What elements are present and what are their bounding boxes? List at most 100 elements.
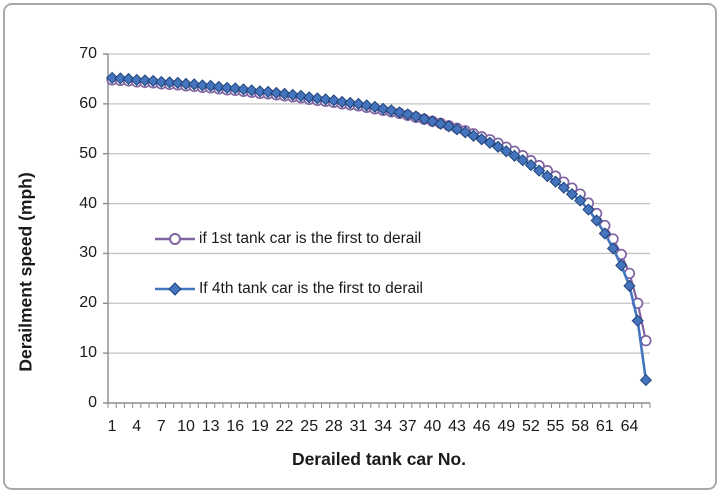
y-tick-label: 70 — [79, 45, 97, 62]
data-point-diamond — [155, 75, 168, 89]
legend-label-series-2: If 4th tank car is the first to derail — [199, 280, 423, 297]
data-point-diamond — [335, 95, 349, 108]
data-point-diamond — [245, 84, 258, 97]
data-point-diamond — [114, 72, 127, 85]
data-point-diamond — [631, 314, 644, 327]
data-point-diamond — [376, 102, 390, 115]
data-point-diamond — [270, 86, 283, 99]
data-point-diamond — [138, 74, 152, 87]
data-point-diamond — [385, 104, 398, 117]
data-point-diamond — [475, 133, 488, 146]
data-point-diamond — [229, 82, 242, 95]
data-point-diamond — [598, 227, 611, 240]
legend-label-series-1: if 1st tank car is the first to derail — [199, 230, 422, 247]
legend-item-series-2: If 4th tank car is the first to derail — [154, 277, 423, 301]
data-point-diamond — [483, 136, 496, 149]
y-tick-label: 10 — [79, 344, 97, 362]
x-tick-label: 43 — [448, 418, 466, 435]
data-point-diamond — [623, 279, 636, 292]
data-point-diamond — [426, 115, 439, 128]
x-tick-label: 34 — [374, 418, 392, 435]
data-point-diamond — [212, 80, 225, 94]
y-tick-label: 20 — [79, 294, 97, 312]
data-point-diamond — [262, 85, 275, 98]
data-point-diamond — [500, 145, 513, 158]
data-point-diamond — [401, 108, 414, 121]
data-point-diamond — [105, 71, 119, 85]
x-tick-label: 58 — [571, 418, 590, 435]
data-point-diamond — [294, 89, 308, 102]
data-point-diamond — [179, 77, 193, 91]
data-point-diamond — [524, 159, 538, 172]
data-point-diamond — [237, 83, 250, 96]
data-point-diamond — [533, 164, 546, 177]
data-point-diamond — [574, 194, 587, 207]
data-point-diamond — [459, 126, 472, 139]
x-tick-label: 46 — [472, 418, 491, 435]
data-point-diamond — [278, 87, 291, 100]
data-point-diamond — [582, 203, 595, 216]
data-point-diamond — [220, 81, 234, 95]
x-tick-label: 52 — [522, 418, 540, 435]
x-tick-label: 40 — [423, 418, 442, 435]
x-tick-label: 13 — [201, 418, 220, 435]
y-tick-label: 50 — [79, 144, 97, 162]
data-point-diamond — [434, 117, 447, 130]
x-tick-label: 37 — [398, 418, 417, 435]
data-point-diamond — [311, 92, 324, 105]
data-point-diamond — [319, 93, 332, 106]
x-tick-label: 1 — [107, 418, 117, 435]
data-point-diamond — [508, 149, 521, 162]
data-point-diamond — [204, 79, 217, 93]
data-point-diamond — [122, 72, 135, 86]
data-point-diamond — [467, 129, 480, 142]
y-axis-title: Derailment speed (mph) — [15, 172, 36, 372]
y-tick-label: 60 — [79, 94, 97, 112]
x-tick-label: 49 — [497, 418, 516, 435]
data-point-diamond — [352, 97, 365, 110]
x-tick-label: 10 — [177, 418, 195, 435]
data-point-diamond — [409, 110, 423, 123]
data-point-diamond — [286, 88, 299, 101]
data-point-circle — [640, 335, 652, 347]
data-point-diamond — [368, 100, 382, 113]
x-tick-label: 28 — [324, 418, 343, 435]
x-tick-label: 64 — [620, 418, 639, 435]
x-tick-label: 55 — [546, 418, 565, 435]
x-tick-label: 31 — [349, 418, 368, 435]
x-axis-title: Derailed tank car No. — [291, 449, 467, 469]
data-point-diamond — [590, 214, 603, 227]
data-point-diamond — [516, 154, 529, 167]
data-point-diamond — [188, 78, 201, 91]
y-tick-label: 30 — [79, 244, 97, 262]
data-point-diamond — [418, 112, 431, 125]
data-point-diamond — [196, 79, 209, 92]
data-point-diamond — [163, 76, 176, 89]
x-tick-label: 16 — [226, 418, 245, 435]
y-tick-label: 0 — [88, 394, 97, 411]
data-point-diamond — [303, 91, 316, 104]
x-tick-label: 25 — [300, 418, 319, 435]
data-point-diamond — [147, 74, 160, 88]
data-point-diamond — [393, 106, 406, 119]
data-point-diamond — [639, 373, 653, 387]
open-circle-marker-icon — [155, 233, 195, 245]
data-point-diamond — [615, 259, 628, 272]
data-point-diamond — [442, 120, 455, 133]
data-point-diamond — [253, 85, 267, 98]
x-tick-label: 4 — [132, 418, 142, 435]
x-tick-label: 22 — [275, 418, 294, 435]
data-point-diamond — [541, 170, 554, 183]
data-point-diamond — [360, 99, 373, 112]
data-point-diamond — [491, 140, 505, 153]
data-point-diamond — [549, 175, 562, 188]
data-point-diamond — [327, 94, 340, 107]
filled-diamond-marker-icon — [155, 282, 195, 296]
y-tick-label: 40 — [79, 194, 97, 212]
data-point-diamond — [344, 96, 357, 109]
legend-item-series-1: if 1st tank car is the first to derail — [154, 227, 423, 251]
x-tick-label: 61 — [595, 418, 614, 435]
x-tick-label: 7 — [156, 418, 166, 435]
data-point-diamond — [565, 187, 579, 201]
